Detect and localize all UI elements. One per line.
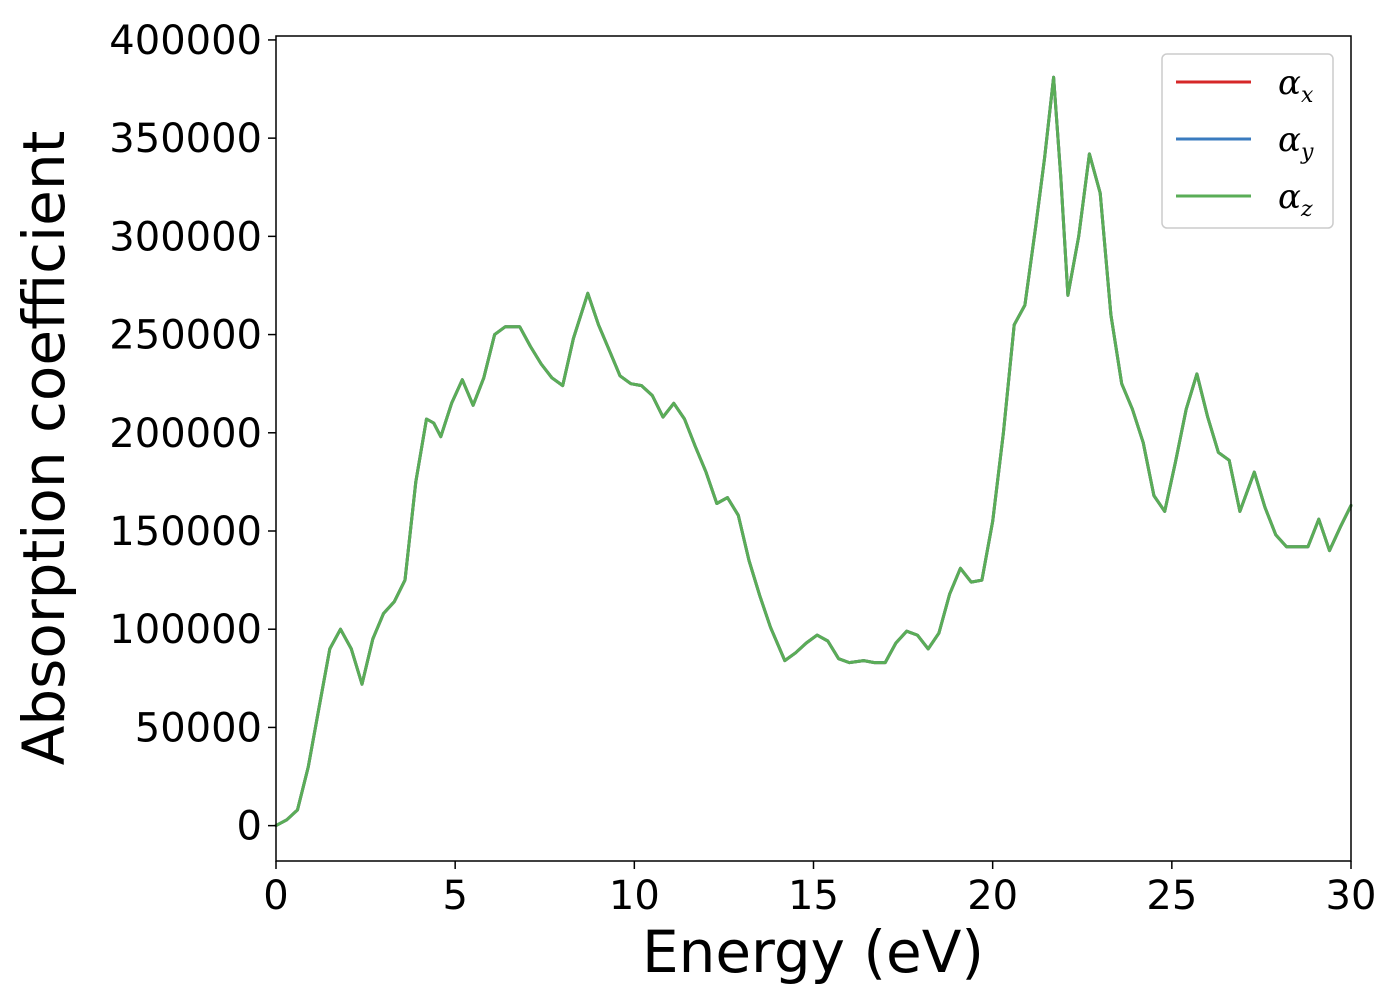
- legend-box: [1161, 53, 1334, 229]
- legend-label-1: αx: [1278, 63, 1314, 108]
- y-tick-label: 350000: [109, 116, 262, 162]
- x-tick-label: 10: [609, 873, 660, 919]
- x-axis: 0 5 10 15 20 25 30: [263, 861, 1376, 919]
- x-tick-label: 0: [263, 873, 288, 919]
- x-tick-label: 15: [788, 873, 839, 919]
- y-tick-label: 150000: [109, 509, 262, 555]
- series-line-3: [274, 75, 1353, 828]
- y-tick-label: 250000: [109, 313, 262, 359]
- legend-label-2: αy: [1278, 120, 1314, 165]
- y-axis-title: Absorption coefficient: [10, 131, 78, 766]
- legend-label-sub: y: [1300, 140, 1314, 165]
- y-tick-label: 200000: [109, 411, 262, 457]
- y-tick-label: 400000: [109, 18, 262, 64]
- series-layer: [274, 75, 1353, 828]
- legend-label-sub: x: [1301, 83, 1314, 108]
- legend-label-base: α: [1278, 63, 1301, 103]
- x-tick-label: 25: [1146, 873, 1197, 919]
- y-tick-label: 50000: [135, 705, 262, 751]
- legend-label-base: α: [1278, 120, 1301, 160]
- y-axis: 0 50000 100000 150000 200000 250000 300000 3500…: [109, 18, 276, 850]
- x-tick-label: 5: [442, 873, 467, 919]
- legend-label-sub: z: [1300, 197, 1313, 222]
- x-axis-title: Energy (eV): [642, 918, 984, 986]
- x-tick-label: 20: [967, 873, 1018, 919]
- y-tick-label: 100000: [109, 607, 262, 653]
- y-tick-label: 0: [237, 804, 262, 850]
- legend-label-3: αz: [1278, 177, 1313, 222]
- legend-label-base: α: [1278, 177, 1301, 217]
- x-tick-label: 30: [1326, 873, 1377, 919]
- y-tick-label: 300000: [109, 214, 262, 260]
